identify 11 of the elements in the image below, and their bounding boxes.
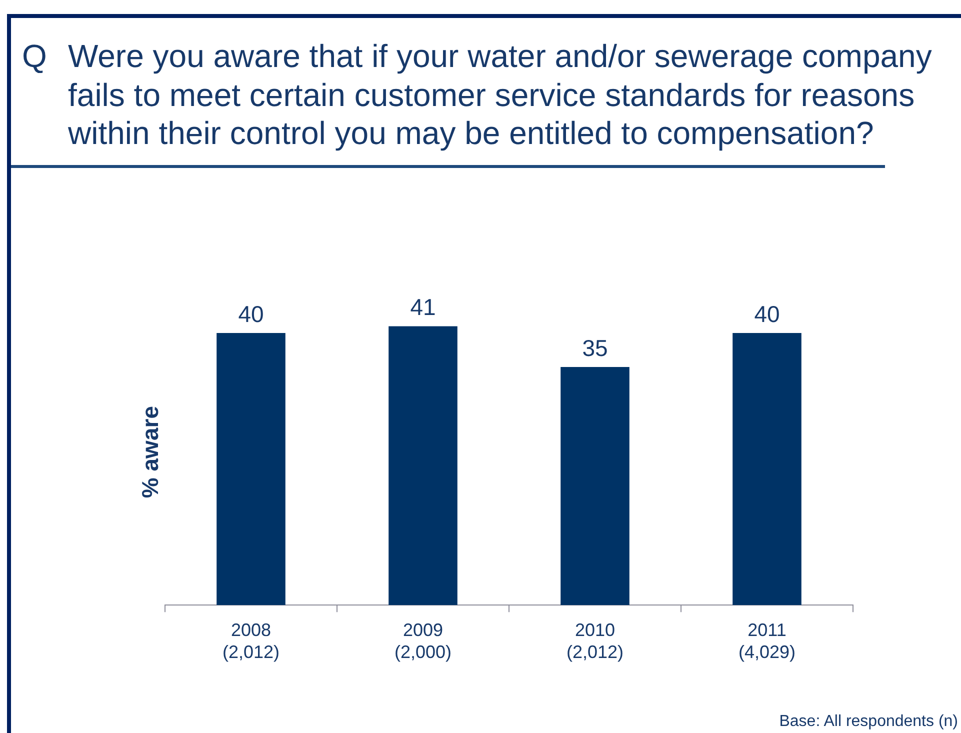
x-tick-label: 2009 (2,000) (394, 620, 452, 662)
data-label: 35 (582, 335, 608, 362)
y-axis-title: % aware (137, 406, 164, 498)
text: Base: All respondents (n) (779, 713, 958, 731)
chart-title: Q Were you aware that if your water and/or sewerage company fails to meet certain customer service standards for reasons within their control you may be entitled to compensation? (22, 37, 933, 152)
data-label: 41 (410, 294, 436, 320)
x-tick-label: 2011 (4,029) (738, 620, 796, 662)
data-label: 40 (754, 301, 780, 328)
x-tick-label: 2010 (2,012) (566, 620, 624, 662)
x-tick-label: 2008 (2,012) (222, 620, 280, 662)
data-label: 40 (238, 301, 264, 328)
